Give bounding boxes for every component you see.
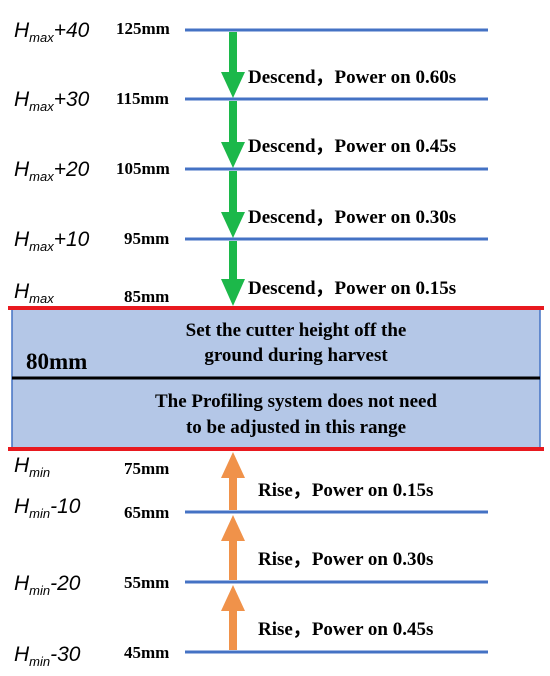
- descend-label-2: Descend，Power on 0.45s: [248, 136, 456, 157]
- mm-label-45: 45mm: [124, 643, 169, 662]
- band-upper-line1: Set the cutter height off the: [186, 320, 407, 341]
- level-label-hmax-20: Hmax+20: [14, 158, 90, 184]
- mm-label-125: 125mm: [116, 19, 170, 38]
- descend-arrow-2: [221, 101, 245, 168]
- rise-arrow-2: [221, 515, 245, 580]
- band-upper-line2: ground during harvest: [204, 345, 388, 366]
- level-label-hmax-10: Hmax+10: [14, 228, 90, 254]
- descend-label-1: Descend，Power on 0.60s: [248, 67, 456, 88]
- mm-label-55: 55mm: [124, 573, 169, 592]
- mm-label-115: 115mm: [116, 89, 169, 108]
- level-label-hmin-10: Hmin-10: [14, 495, 81, 521]
- mm-label-85: 85mm: [124, 287, 169, 306]
- level-label-hmin-30: Hmin-30: [14, 643, 81, 669]
- rise-label-2: Rise，Power on 0.30s: [258, 549, 433, 570]
- band-lower-line2: to be adjusted in this range: [186, 417, 406, 438]
- descend-arrows: [221, 32, 245, 306]
- no-adjust-band: 80mm Set the cutter height off the groun…: [8, 306, 544, 451]
- level-labels: Hmax+40 Hmax+30 Hmax+20 Hmax+10 Hmax Hmi…: [14, 19, 90, 669]
- level-label-hmax-40: Hmax+40: [14, 19, 90, 45]
- descend-label-3: Descend，Power on 0.30s: [248, 207, 456, 228]
- mm-label-65: 65mm: [124, 503, 169, 522]
- rise-arrow-3: [221, 585, 245, 650]
- rise-label-1: Rise，Power on 0.15s: [258, 480, 433, 501]
- level-label-hmin-20: Hmin-20: [14, 572, 81, 598]
- descend-arrow-1: [221, 32, 245, 98]
- rise-arrow-1: [221, 452, 245, 510]
- mm-label-105: 105mm: [116, 159, 170, 178]
- rise-arrows: [221, 452, 245, 650]
- rise-label-3: Rise，Power on 0.45s: [258, 619, 433, 640]
- mm-label-75: 75mm: [124, 459, 169, 478]
- mm-label-95: 95mm: [124, 229, 169, 248]
- mm-labels: 125mm 115mm 105mm 95mm 85mm 75mm 65mm 55…: [116, 19, 170, 662]
- level-label-hmin: Hmin: [14, 454, 50, 480]
- band-lower-line1: The Profiling system does not need: [155, 391, 437, 412]
- action-labels: Descend，Power on 0.60s Descend，Power on …: [248, 67, 456, 640]
- band-height-label: 80mm: [26, 349, 87, 374]
- descend-label-4: Descend，Power on 0.15s: [248, 278, 456, 299]
- level-label-hmax-30: Hmax+30: [14, 88, 90, 114]
- descend-arrow-3: [221, 171, 245, 238]
- level-label-hmax: Hmax: [14, 280, 54, 306]
- level-lines: [185, 28, 488, 654]
- descend-arrow-4: [221, 241, 245, 306]
